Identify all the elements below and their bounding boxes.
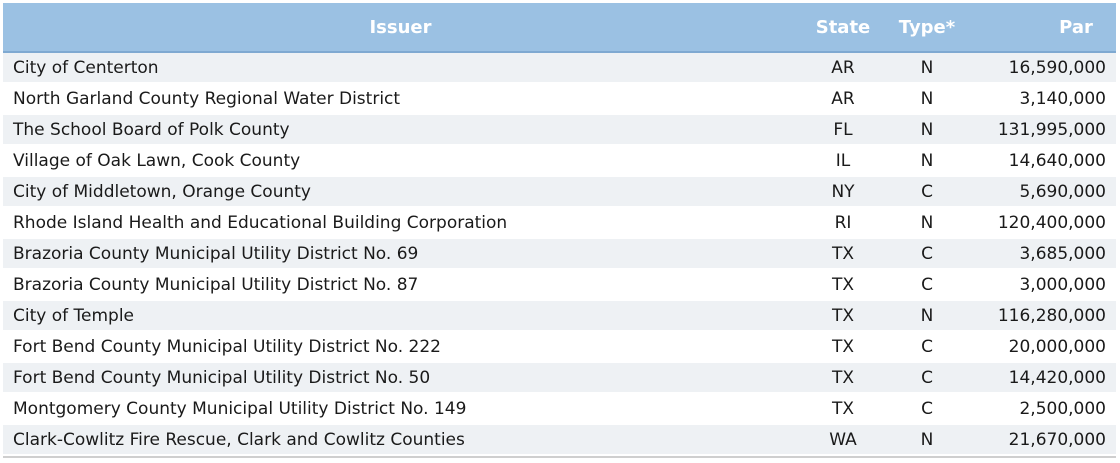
cell-state: NY bbox=[798, 176, 888, 208]
cell-par: 14,420,000 bbox=[966, 362, 1116, 394]
cell-type: C bbox=[888, 238, 966, 270]
table-bottom-rule bbox=[3, 456, 1116, 458]
table-row: Montgomery County Municipal Utility Dist… bbox=[3, 393, 1116, 425]
cell-type: N bbox=[888, 83, 966, 115]
cell-type: N bbox=[888, 207, 966, 239]
cell-type: N bbox=[888, 145, 966, 177]
cell-type: C bbox=[888, 269, 966, 301]
cell-par: 20,000,000 bbox=[966, 331, 1116, 363]
cell-issuer: Fort Bend County Municipal Utility Distr… bbox=[3, 331, 798, 363]
cell-par: 3,685,000 bbox=[966, 238, 1116, 270]
cell-issuer: Brazoria County Municipal Utility Distri… bbox=[3, 238, 798, 270]
table-row: City of Middletown, Orange County NY C 5… bbox=[3, 176, 1116, 208]
table-row: Brazoria County Municipal Utility Distri… bbox=[3, 238, 1116, 270]
cell-type: N bbox=[888, 114, 966, 146]
cell-par: 120,400,000 bbox=[966, 207, 1116, 239]
cell-type: C bbox=[888, 331, 966, 363]
table-row: Fort Bend County Municipal Utility Distr… bbox=[3, 362, 1116, 394]
cell-state: IL bbox=[798, 145, 888, 177]
table-body: City of Centerton AR N 16,590,000 North … bbox=[3, 52, 1116, 456]
issuer-table-container: Issuer State Type* Par City of Centerton… bbox=[3, 3, 1116, 458]
cell-type: C bbox=[888, 393, 966, 425]
header-par: Par bbox=[966, 3, 1116, 53]
cell-issuer: The School Board of Polk County bbox=[3, 114, 798, 146]
cell-issuer: Montgomery County Municipal Utility Dist… bbox=[3, 393, 798, 425]
cell-state: TX bbox=[798, 269, 888, 301]
cell-issuer: City of Temple bbox=[3, 300, 798, 332]
cell-state: WA bbox=[798, 424, 888, 456]
table-row: Fort Bend County Municipal Utility Distr… bbox=[3, 331, 1116, 363]
header-type: Type* bbox=[888, 3, 966, 53]
cell-par: 14,640,000 bbox=[966, 145, 1116, 177]
cell-state: TX bbox=[798, 238, 888, 270]
cell-state: TX bbox=[798, 331, 888, 363]
cell-state: TX bbox=[798, 362, 888, 394]
cell-issuer: Rhode Island Health and Educational Buil… bbox=[3, 207, 798, 239]
table-row: Rhode Island Health and Educational Buil… bbox=[3, 207, 1116, 239]
cell-issuer: Fort Bend County Municipal Utility Distr… bbox=[3, 362, 798, 394]
table-row: City of Centerton AR N 16,590,000 bbox=[3, 52, 1116, 84]
table-row: Brazoria County Municipal Utility Distri… bbox=[3, 269, 1116, 301]
cell-issuer: North Garland County Regional Water Dist… bbox=[3, 83, 798, 115]
table-row: The School Board of Polk County FL N 131… bbox=[3, 114, 1116, 146]
cell-state: TX bbox=[798, 300, 888, 332]
cell-state: TX bbox=[798, 393, 888, 425]
cell-par: 2,500,000 bbox=[966, 393, 1116, 425]
cell-state: AR bbox=[798, 83, 888, 115]
cell-type: N bbox=[888, 52, 966, 84]
cell-par: 3,140,000 bbox=[966, 83, 1116, 115]
header-issuer: Issuer bbox=[3, 3, 798, 53]
cell-issuer: Clark-Cowlitz Fire Rescue, Clark and Cow… bbox=[3, 424, 798, 456]
cell-par: 3,000,000 bbox=[966, 269, 1116, 301]
cell-par: 16,590,000 bbox=[966, 52, 1116, 84]
cell-state: RI bbox=[798, 207, 888, 239]
table-row: Village of Oak Lawn, Cook County IL N 14… bbox=[3, 145, 1116, 177]
table-row: Clark-Cowlitz Fire Rescue, Clark and Cow… bbox=[3, 424, 1116, 456]
cell-type: C bbox=[888, 362, 966, 394]
header-state: State bbox=[798, 3, 888, 53]
cell-type: N bbox=[888, 424, 966, 456]
cell-type: C bbox=[888, 176, 966, 208]
cell-par: 116,280,000 bbox=[966, 300, 1116, 332]
cell-state: AR bbox=[798, 52, 888, 84]
table-header: Issuer State Type* Par bbox=[3, 3, 1116, 53]
cell-type: N bbox=[888, 300, 966, 332]
cell-issuer: City of Middletown, Orange County bbox=[3, 176, 798, 208]
table-row: City of Temple TX N 116,280,000 bbox=[3, 300, 1116, 332]
cell-par: 5,690,000 bbox=[966, 176, 1116, 208]
cell-par: 131,995,000 bbox=[966, 114, 1116, 146]
issuer-table: Issuer State Type* Par City of Centerton… bbox=[3, 3, 1116, 456]
cell-issuer: Village of Oak Lawn, Cook County bbox=[3, 145, 798, 177]
cell-issuer: Brazoria County Municipal Utility Distri… bbox=[3, 269, 798, 301]
cell-par: 21,670,000 bbox=[966, 424, 1116, 456]
cell-state: FL bbox=[798, 114, 888, 146]
table-row: North Garland County Regional Water Dist… bbox=[3, 83, 1116, 115]
cell-issuer: City of Centerton bbox=[3, 52, 798, 84]
header-row: Issuer State Type* Par bbox=[3, 3, 1116, 53]
